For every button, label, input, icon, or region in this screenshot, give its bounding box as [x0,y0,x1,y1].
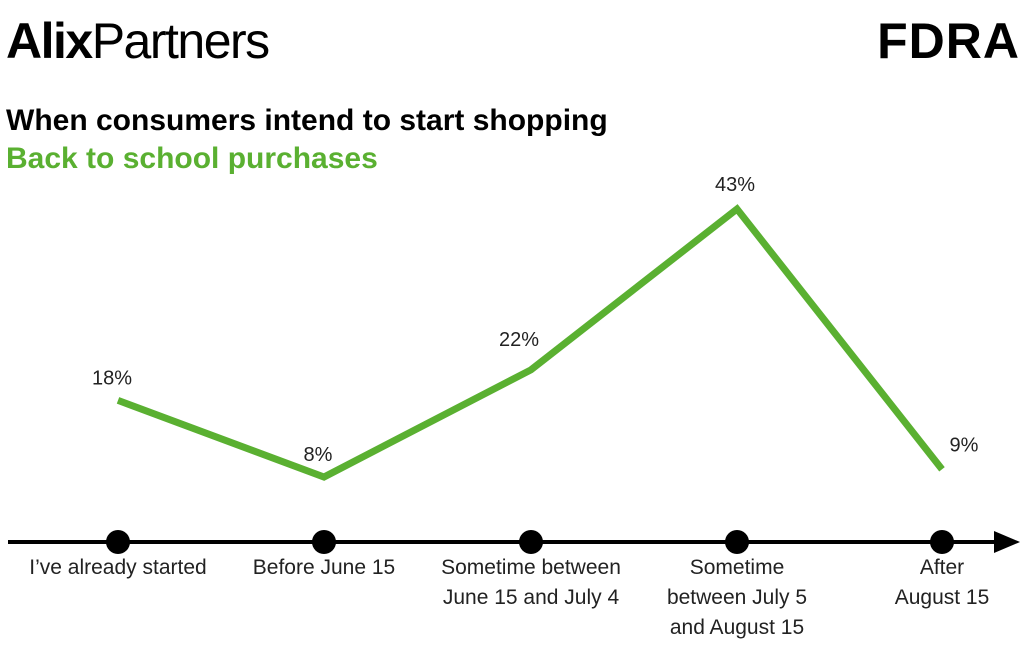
axis-marker [519,530,543,554]
x-tick-label-line: and August 15 [670,616,804,639]
data-label: 43% [715,174,755,196]
x-tick-label-line: between July 5 [667,586,807,609]
x-tick-label: Before June 15 [253,556,395,579]
chart-title: When consumers intend to start shopping [6,104,608,137]
alixpartners-logo: AlixPartners [6,13,270,69]
x-tick-label-line: Sometime between [441,556,621,579]
data-label: 18% [92,367,132,389]
x-tick-label-line: After [920,556,964,579]
x-tick-label-line: August 15 [895,586,990,609]
logo-left-regular: Partners [91,13,270,69]
axis-marker [930,530,954,554]
data-label: 9% [950,434,979,456]
x-tick-label: I’ve already started [29,556,206,579]
x-tick-label: Sometime between June 15 and July 4 [441,556,621,609]
axis-marker [312,530,336,554]
x-axis-arrow-icon [994,531,1020,553]
chart-subtitle: Back to school purchases [6,142,378,175]
axis-marker [725,530,749,554]
x-tick-label-line: Before June 15 [253,556,395,579]
data-label: 8% [304,444,333,466]
data-label: 22% [499,329,539,351]
fdra-logo: FDRA [877,13,1020,69]
logo-left-bold: Alix [6,13,93,69]
series-line [116,204,945,481]
x-tick-label: Sometime between July 5 and August 15 [667,556,807,639]
axis-marker [106,530,130,554]
x-tick-label-line: I’ve already started [29,556,206,579]
x-tick-label: After August 15 [895,556,990,609]
x-tick-label-line: June 15 and July 4 [443,586,620,609]
x-tick-label-line: Sometime [690,556,785,579]
